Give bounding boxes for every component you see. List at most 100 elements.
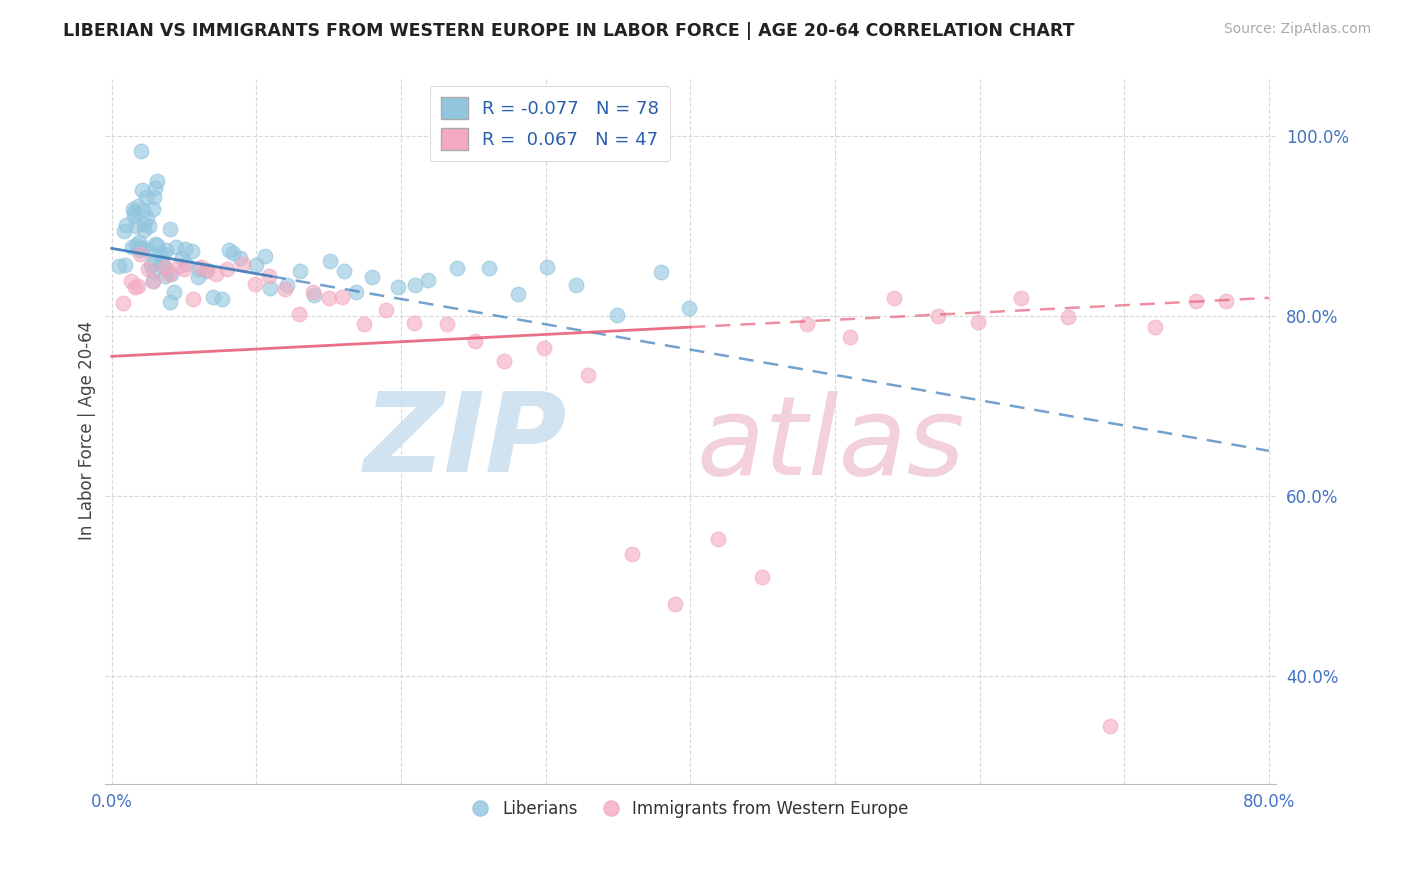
Point [751, 570, 773, 584]
Point [155, 262, 177, 277]
Point [304, 287, 326, 301]
Point [129, 247, 152, 261]
Point [160, 267, 183, 281]
Point [245, 277, 267, 291]
Point [134, 223, 156, 237]
Point [478, 261, 501, 276]
Point [187, 262, 209, 277]
Point [134, 218, 156, 232]
Point [128, 235, 150, 249]
Point [838, 330, 860, 344]
Point [215, 261, 238, 276]
Point [464, 334, 486, 348]
Point [122, 205, 145, 219]
Point [707, 532, 730, 546]
Point [678, 301, 700, 315]
Point [1215, 293, 1237, 308]
Point [418, 273, 440, 287]
Point [436, 317, 458, 331]
Point [344, 285, 367, 299]
Point [205, 268, 228, 282]
Point [404, 277, 426, 292]
Point [163, 285, 186, 299]
Point [159, 222, 181, 236]
Point [155, 243, 177, 257]
Point [218, 244, 240, 258]
Point [533, 341, 555, 355]
Point [114, 258, 136, 272]
Text: Source: ZipAtlas.com: Source: ZipAtlas.com [1223, 22, 1371, 37]
Point [190, 260, 212, 274]
Point [967, 315, 990, 329]
Point [565, 278, 588, 293]
Point [150, 255, 173, 269]
Point [796, 318, 818, 332]
Point [127, 199, 149, 213]
Point [353, 317, 375, 331]
Point [124, 280, 146, 294]
Point [650, 265, 672, 279]
Point [195, 264, 218, 278]
Point [232, 257, 254, 271]
Point [125, 238, 148, 252]
Point [114, 218, 136, 232]
Point [129, 144, 152, 158]
Point [404, 316, 426, 330]
Point [132, 241, 155, 255]
Point [446, 260, 468, 275]
Point [506, 286, 529, 301]
Point [1057, 310, 1080, 324]
Point [142, 273, 165, 287]
Point [159, 295, 181, 310]
Point [170, 252, 193, 266]
Point [166, 239, 188, 253]
Point [152, 247, 174, 261]
Text: ZIP: ZIP [364, 388, 568, 495]
Text: LIBERIAN VS IMMIGRANTS FROM WESTERN EUROPE IN LABOR FORCE | AGE 20-64 CORRELATIO: LIBERIAN VS IMMIGRANTS FROM WESTERN EURO… [63, 22, 1074, 40]
Point [302, 285, 325, 300]
Point [536, 260, 558, 274]
Point [332, 290, 354, 304]
Point [576, 368, 599, 382]
Point [187, 270, 209, 285]
Point [222, 246, 245, 260]
Point [1184, 294, 1206, 309]
Point [155, 268, 177, 283]
Point [257, 268, 280, 283]
Point [319, 253, 342, 268]
Point [120, 274, 142, 288]
Point [273, 281, 295, 295]
Point [387, 280, 409, 294]
Point [883, 291, 905, 305]
Point [318, 291, 340, 305]
Point [111, 296, 134, 310]
Point [135, 211, 157, 225]
Point [606, 308, 628, 322]
Point [375, 303, 398, 318]
Point [146, 237, 169, 252]
Point [142, 274, 165, 288]
Point [136, 261, 159, 276]
Point [145, 181, 167, 195]
Point [112, 224, 135, 238]
Point [128, 243, 150, 257]
Point [139, 258, 162, 272]
Point [181, 292, 204, 306]
Point [276, 278, 298, 293]
Point [927, 310, 949, 324]
Point [1010, 291, 1032, 305]
Point [229, 251, 252, 265]
Point [135, 190, 157, 204]
Point [142, 263, 165, 277]
Point [1099, 719, 1122, 733]
Point [253, 249, 276, 263]
Point [125, 219, 148, 233]
Point [494, 354, 516, 368]
Point [149, 247, 172, 261]
Point [195, 262, 218, 277]
Point [132, 202, 155, 217]
Y-axis label: In Labor Force | Age 20-64: In Labor Force | Age 20-64 [79, 321, 96, 541]
Point [361, 269, 384, 284]
Text: atlas: atlas [696, 392, 966, 499]
Point [122, 209, 145, 223]
